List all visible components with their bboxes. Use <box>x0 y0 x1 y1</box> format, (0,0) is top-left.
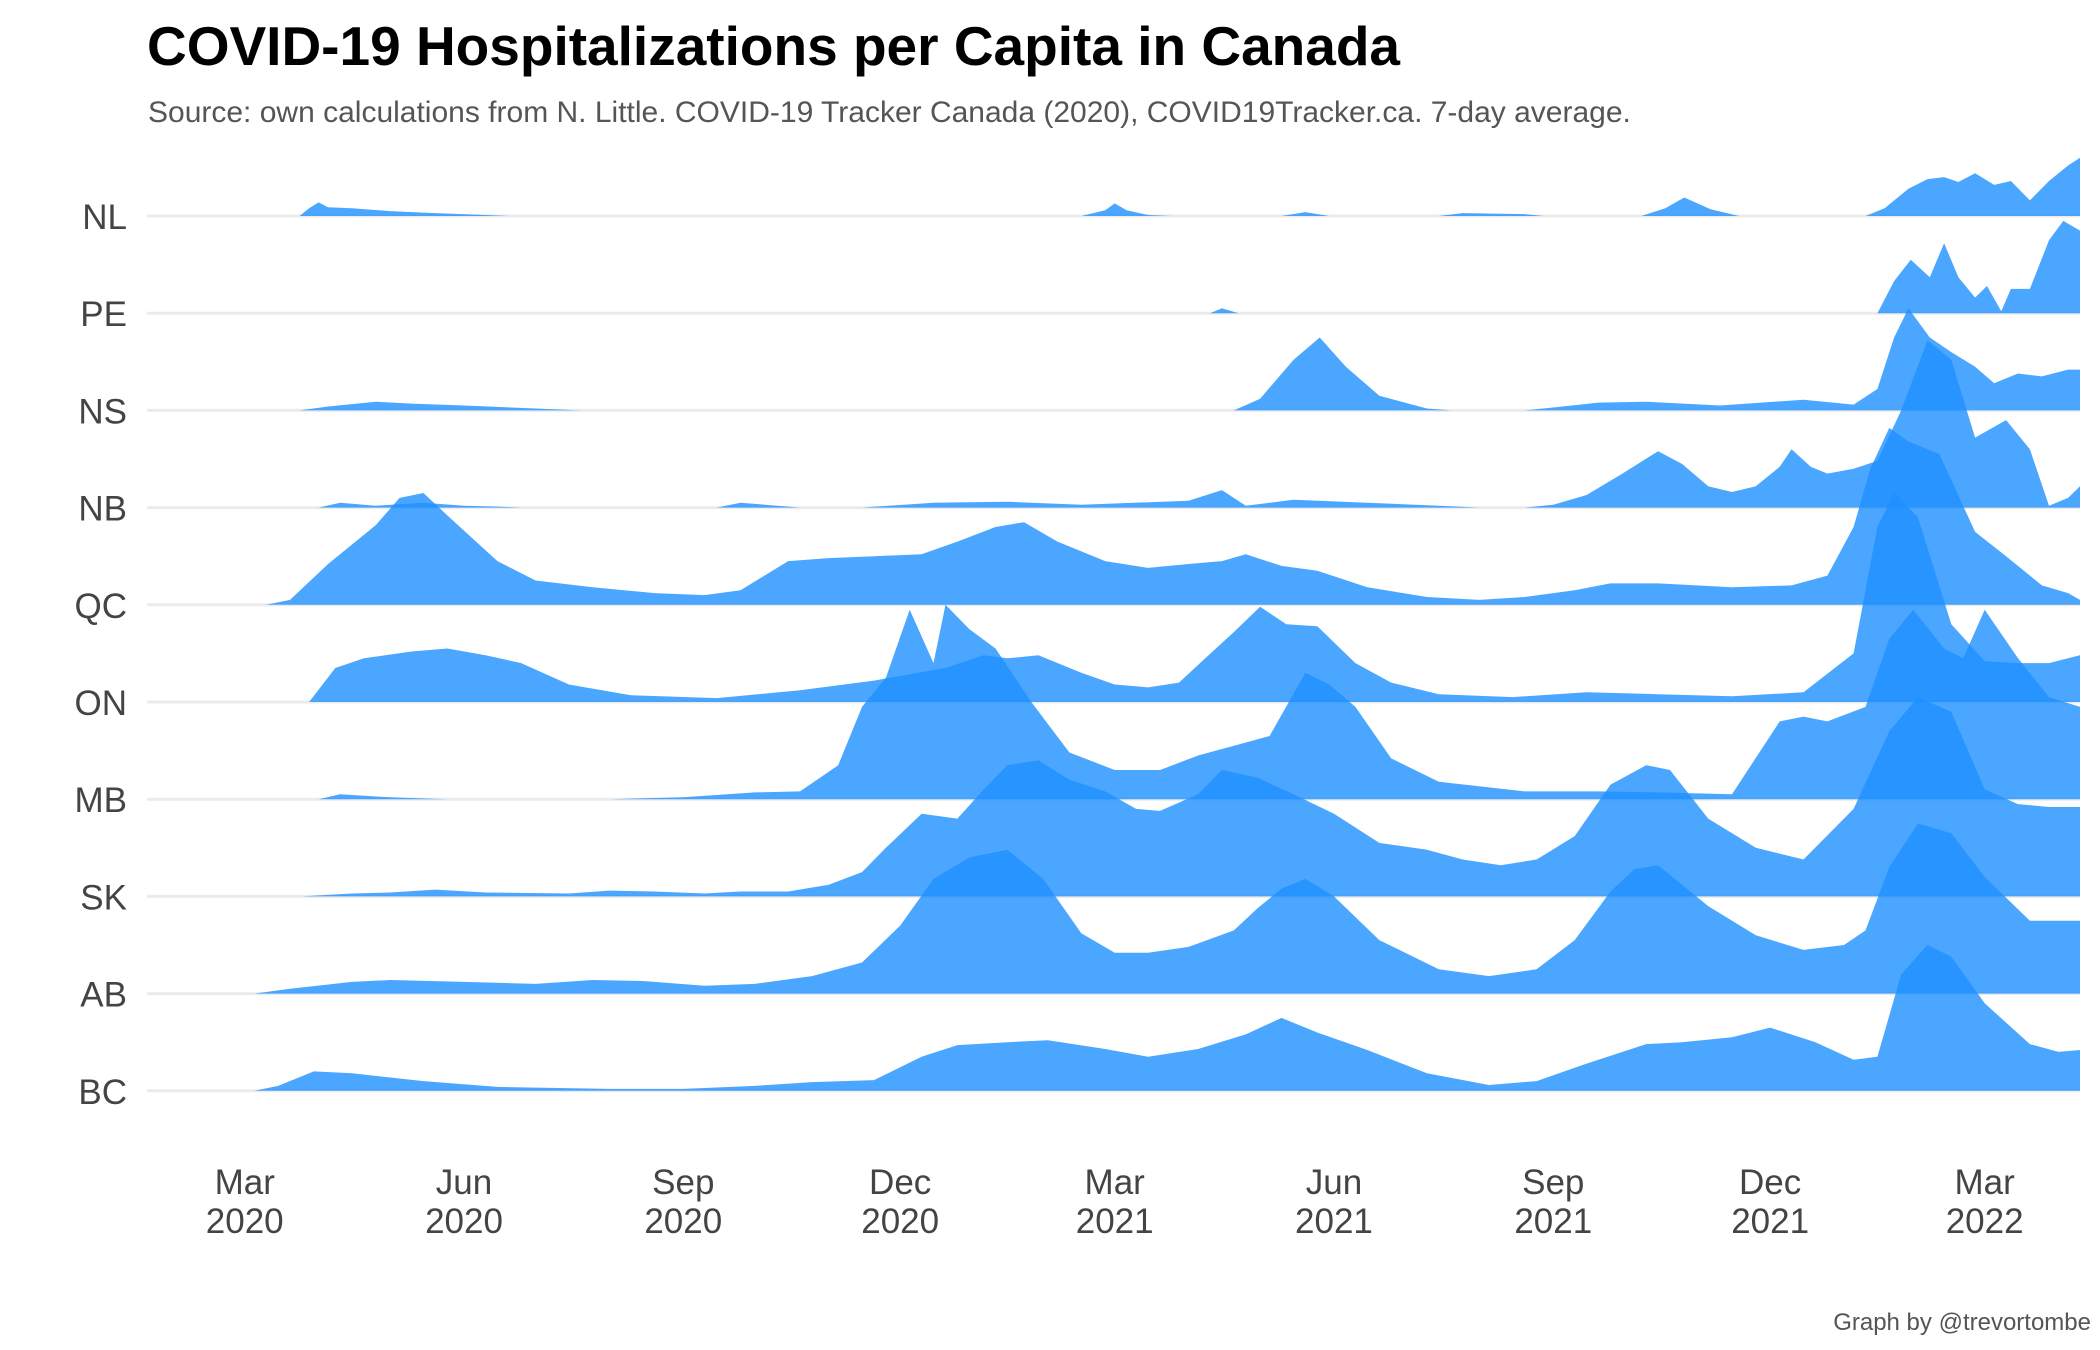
area-ns <box>299 308 2080 411</box>
area-pe <box>1210 220 2080 314</box>
y-label-pe: PE <box>80 295 127 334</box>
y-label-bc: BC <box>78 1073 127 1112</box>
x-tick-label: Dec 2021 <box>1731 1163 1809 1241</box>
x-tick-label: Jun 2020 <box>425 1163 503 1241</box>
y-label-mb: MB <box>75 781 128 820</box>
y-label-ns: NS <box>78 392 127 431</box>
x-axis-labels: Mar 2020 Jun 2020 Sep 2020 Dec 2020 Mar 2021 Jun 20… <box>206 1163 2024 1241</box>
x-tick-label: Mar 2022 <box>1946 1163 2024 1241</box>
area-series <box>254 157 2081 1091</box>
x-tick-label: Mar 2020 <box>206 1163 284 1241</box>
chart-caption: Graph by @trevortombe <box>1833 1309 2091 1336</box>
chart-title: COVID-19 Hospitalizations per Capita in … <box>147 15 1401 77</box>
area-bc <box>254 945 2080 1091</box>
x-tick-label: Jun 2021 <box>1295 1163 1373 1241</box>
x-tick-label: Sep 2021 <box>1514 1163 1592 1241</box>
y-label-nb: NB <box>78 490 127 529</box>
x-tick-label: Dec 2020 <box>861 1163 939 1241</box>
area-sk <box>301 697 2080 897</box>
x-tick-label: Mar 2021 <box>1076 1163 1154 1241</box>
y-label-nl: NL <box>82 198 127 237</box>
x-tick-label: Sep 2020 <box>644 1163 722 1241</box>
area-nb <box>318 340 2081 508</box>
chart-subtitle: Source: own calculations from N. Little.… <box>148 96 1631 129</box>
area-ab <box>254 823 2080 994</box>
y-axis-labels: NL PE NS NB QC ON MB SK AB BC <box>75 198 128 1112</box>
y-label-qc: QC <box>75 587 128 626</box>
y-label-on: ON <box>75 684 128 723</box>
y-label-sk: SK <box>80 878 127 917</box>
y-label-ab: AB <box>80 976 127 1015</box>
area-nl <box>299 157 2080 216</box>
area-qc <box>266 427 2081 605</box>
